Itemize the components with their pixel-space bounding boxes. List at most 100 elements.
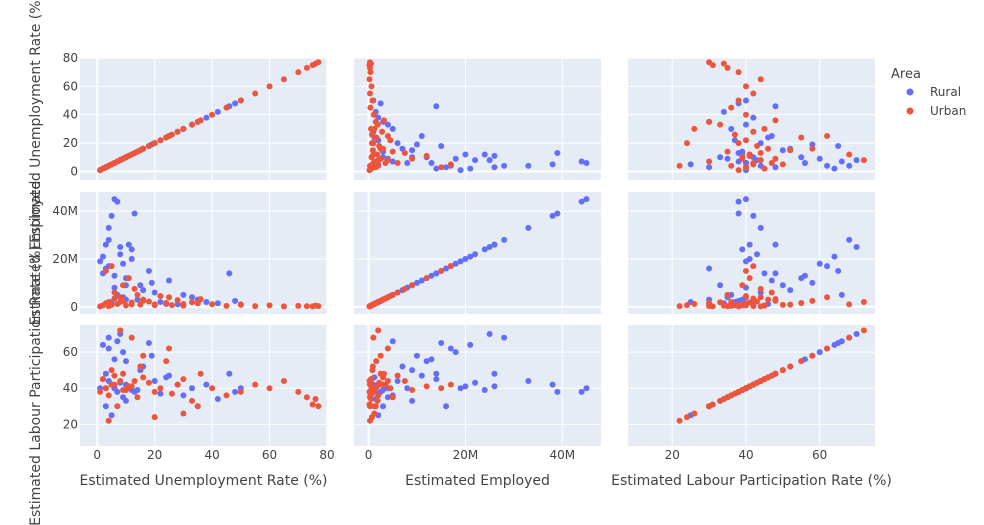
- point-urban-41-0-1: [370, 151, 377, 158]
- point-urban-17-2-2: [798, 358, 805, 365]
- point-rural-19-2-1: [380, 403, 387, 410]
- point-urban-4-2-0: [108, 367, 115, 374]
- point-rural-33-0-1: [443, 164, 450, 171]
- point-rural-27-1-0: [111, 196, 118, 203]
- point-urban-34-1-0: [108, 263, 115, 270]
- point-urban-37-0-1: [423, 152, 430, 159]
- point-urban-3-0-1: [375, 162, 382, 169]
- point-rural-10-1-0: [134, 296, 141, 303]
- point-urban-13-2-0: [140, 374, 147, 381]
- point-rural-30-2-0: [120, 349, 127, 356]
- point-urban-7-2-1: [384, 377, 391, 384]
- point-urban-47-0-1: [372, 118, 379, 125]
- point-rural-25-1-2: [754, 251, 761, 258]
- point-urban-24-0-1: [367, 104, 374, 111]
- point-rural-0-2-1: [433, 376, 440, 383]
- point-urban-36-1-2: [768, 289, 775, 296]
- point-urban-38-0-1: [401, 150, 408, 157]
- point-rural-12-2-0: [145, 340, 152, 347]
- point-urban-40-2-0: [117, 327, 124, 334]
- point-rural-15-1-2: [768, 277, 775, 284]
- point-rural-1-2-0: [102, 370, 109, 377]
- point-urban-46-1-0: [166, 294, 173, 301]
- point-urban-40-2-1: [375, 327, 382, 334]
- y-tick-label: 20: [63, 136, 78, 150]
- point-rural-15-2-1: [418, 372, 425, 379]
- point-urban-24-0-2: [728, 104, 735, 111]
- point-rural-7-0-2: [724, 155, 731, 162]
- point-urban-16-0-2: [742, 137, 749, 144]
- point-urban-47-2-2: [706, 403, 713, 410]
- point-urban-27-1-2: [742, 302, 749, 309]
- point-rural-18-0-1: [384, 121, 391, 128]
- point-rural-5-2-1: [578, 388, 585, 395]
- y-tick-label: 20M: [52, 252, 78, 266]
- point-urban-36-0-0: [111, 159, 118, 166]
- point-urban-45-1-2: [809, 297, 816, 304]
- point-urban-11-1-0: [134, 291, 141, 298]
- point-rural-22-2-1: [433, 370, 440, 377]
- point-urban-33-2-1: [366, 403, 373, 410]
- point-urban-30-0-2: [724, 64, 731, 71]
- point-urban-17-0-1: [373, 134, 380, 141]
- point-urban-43-2-2: [676, 417, 683, 424]
- point-rural-11-0-1: [409, 147, 416, 154]
- point-urban-29-0-2: [735, 69, 742, 76]
- point-urban-29-2-0: [295, 388, 302, 395]
- point-rural-8-2-0: [122, 358, 129, 365]
- point-urban-41-1-2: [846, 301, 853, 308]
- point-rural-6-1-2: [853, 244, 860, 251]
- point-urban-39-1-2: [742, 267, 749, 274]
- point-urban-34-2-0: [108, 381, 115, 388]
- point-urban-37-1-1: [423, 275, 430, 282]
- point-urban-45-0-2: [809, 145, 816, 152]
- point-urban-41-0-2: [846, 151, 853, 158]
- point-urban-31-2-0: [309, 401, 316, 408]
- point-urban-47-2-1: [372, 403, 379, 410]
- point-urban-34-1-1: [447, 263, 454, 270]
- point-urban-25-1-0: [237, 301, 244, 308]
- point-rural-32-0-2: [838, 158, 845, 165]
- point-urban-29-1-2: [735, 302, 742, 309]
- point-rural-33-0-2: [706, 164, 713, 171]
- point-urban-30-0-0: [303, 64, 310, 71]
- point-urban-43-2-1: [366, 417, 373, 424]
- point-urban-41-2-0: [128, 334, 135, 341]
- point-rural-9-1-1: [462, 255, 469, 262]
- point-rural-21-0-0: [214, 108, 221, 115]
- point-urban-46-0-2: [824, 133, 831, 140]
- point-rural-25-2-1: [472, 379, 479, 386]
- point-urban-38-2-2: [757, 377, 764, 384]
- point-urban-12-0-2: [787, 147, 794, 154]
- point-urban-17-1-0: [163, 299, 170, 306]
- point-urban-4-1-2: [779, 301, 786, 308]
- point-urban-32-1-2: [720, 302, 727, 309]
- point-rural-42-1-2: [801, 272, 808, 279]
- point-urban-35-0-2: [739, 155, 746, 162]
- point-urban-3-0-2: [728, 162, 735, 169]
- point-urban-26-1-0: [252, 303, 259, 310]
- point-urban-40-1-0: [117, 299, 124, 306]
- point-urban-28-0-0: [280, 76, 287, 83]
- point-rural-28-2-1: [554, 388, 561, 395]
- point-urban-46-2-2: [824, 345, 831, 352]
- point-rural-42-1-1: [428, 272, 435, 279]
- point-rural-11-1-2: [779, 282, 786, 289]
- point-urban-7-1-2: [757, 294, 764, 301]
- point-urban-27-0-1: [368, 83, 375, 90]
- point-urban-22-0-2: [772, 117, 779, 124]
- point-urban-42-0-2: [683, 140, 690, 147]
- point-rural-6-2-1: [486, 331, 493, 338]
- point-rural-6-1-1: [486, 244, 493, 251]
- point-urban-34-0-2: [750, 161, 757, 168]
- point-rural-22-0-1: [433, 103, 440, 110]
- point-urban-35-2-0: [120, 387, 127, 394]
- point-urban-26-1-2: [750, 303, 757, 310]
- point-urban-19-2-0: [174, 381, 181, 388]
- point-urban-21-0-2: [717, 121, 724, 128]
- point-rural-5-1-1: [578, 198, 585, 205]
- point-rural-13-0-1: [394, 140, 401, 147]
- point-rural-43-2-0: [122, 397, 129, 404]
- point-urban-8-2-0: [120, 370, 127, 377]
- y-tick-label: 40M: [52, 204, 78, 218]
